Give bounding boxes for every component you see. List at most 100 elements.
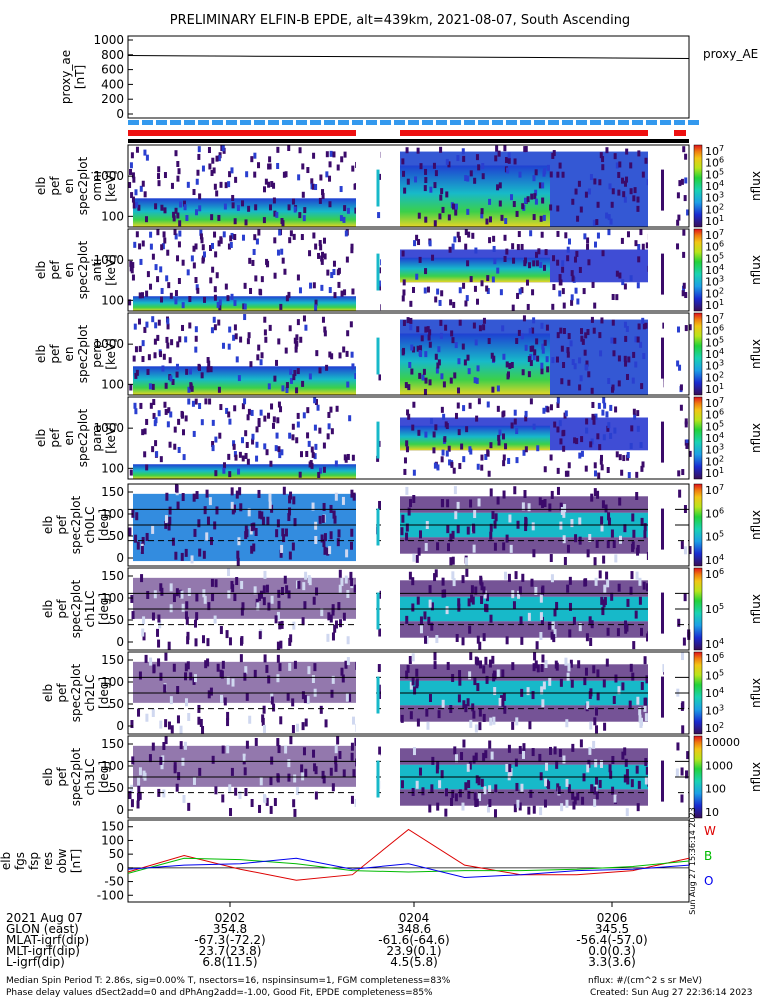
flux-cell	[240, 607, 244, 616]
flux-cell	[318, 239, 322, 246]
flux-cell	[307, 440, 311, 447]
flux-cell	[180, 552, 184, 561]
flux-cell	[495, 145, 499, 152]
flux-cell	[410, 368, 414, 375]
flux-cell	[592, 740, 596, 749]
flux-cell	[146, 590, 150, 599]
flux-cell	[320, 608, 324, 617]
flux-cell	[457, 603, 461, 612]
flux-cell	[415, 234, 419, 241]
flux-cell	[186, 661, 190, 670]
ae-legend: proxy_AE	[703, 47, 758, 61]
flux-cell	[566, 672, 570, 681]
flux-cell	[341, 496, 345, 505]
flux-cell	[638, 577, 642, 586]
flux-cell	[162, 741, 166, 750]
flux-cell	[448, 246, 452, 253]
flux-cell	[455, 754, 459, 763]
flux-cell	[640, 681, 644, 690]
flux-cell	[587, 259, 591, 266]
flux-cell	[353, 584, 357, 593]
flux-cell	[178, 336, 182, 343]
flux-cell	[254, 737, 258, 746]
flux-cell	[329, 150, 333, 157]
flux-cell	[130, 267, 134, 274]
flux-cell	[157, 180, 161, 187]
flux-cell	[549, 454, 553, 461]
flux-cell	[549, 746, 553, 755]
flux-cell	[239, 654, 243, 663]
flux-cell	[245, 529, 249, 538]
flux-cell	[548, 503, 552, 512]
flux-cell	[241, 403, 245, 410]
flux-cell	[214, 251, 218, 258]
flux-cell	[524, 415, 528, 422]
flux-cell	[480, 778, 484, 787]
flux-cell	[560, 506, 564, 515]
flux-cell	[321, 251, 325, 258]
colorbar	[693, 651, 703, 735]
flux-cell	[574, 534, 578, 543]
flux-cell	[258, 631, 262, 640]
flux-cell	[320, 534, 324, 543]
flux-cell	[527, 806, 531, 815]
flux-cell	[593, 557, 597, 566]
flux-cell	[263, 329, 267, 336]
flux-cell	[572, 801, 576, 810]
bar-segment	[240, 120, 251, 125]
flux-cell	[296, 274, 300, 281]
flux-cell	[187, 802, 191, 811]
flux-cell	[319, 174, 323, 181]
flux-cell	[409, 499, 413, 508]
flux-cell	[540, 362, 544, 369]
flux-cell	[461, 343, 465, 350]
flux-cell	[378, 374, 382, 381]
flux-cell	[599, 350, 603, 357]
flux-cell	[593, 178, 597, 185]
colorbar-tick-label: 106	[705, 567, 724, 581]
flux-cell	[321, 192, 325, 199]
colorbar-tick-label: 106	[705, 408, 724, 422]
flux-cell	[532, 549, 536, 558]
flux-cell	[599, 152, 603, 159]
flux-cell	[411, 603, 415, 612]
bar-segment	[282, 120, 293, 125]
flux-cell	[213, 615, 217, 624]
colorbar-tick-label: 103	[705, 704, 724, 718]
flux-cell	[641, 243, 645, 250]
flux-cell	[458, 789, 462, 798]
flux-cell	[241, 200, 245, 207]
flux-cell	[684, 325, 688, 332]
flux-cell	[585, 418, 589, 425]
flux-cell	[143, 326, 147, 333]
flux-cell	[333, 624, 337, 633]
flux-band	[400, 425, 550, 451]
flux-cell	[515, 457, 519, 464]
panel-ylabel: elb	[34, 261, 48, 279]
flux-cell	[301, 191, 305, 198]
flux-cell	[552, 255, 556, 262]
flux-cell	[445, 191, 449, 198]
flux-cell	[194, 398, 198, 405]
flux-cell	[310, 178, 314, 185]
flux-cell	[524, 523, 528, 532]
flux-cell	[436, 362, 440, 369]
panel-ylabel: ch2LC	[83, 675, 97, 712]
flux-cell	[129, 384, 133, 391]
flux-cell	[177, 446, 181, 453]
flux-cell	[302, 582, 306, 591]
flux-cell	[548, 677, 552, 686]
flux-cell	[204, 398, 208, 405]
flux-cell	[423, 287, 427, 294]
flux-cell	[144, 654, 148, 663]
flux-cell	[192, 430, 196, 437]
flux-cell	[263, 186, 267, 193]
flux-cell	[627, 472, 631, 479]
flux-cell	[130, 799, 134, 808]
flux-cell	[571, 275, 575, 282]
flux-cell	[145, 464, 149, 471]
flux-cell	[219, 626, 223, 635]
flux-cell	[482, 665, 486, 674]
flux-cell	[239, 503, 243, 512]
